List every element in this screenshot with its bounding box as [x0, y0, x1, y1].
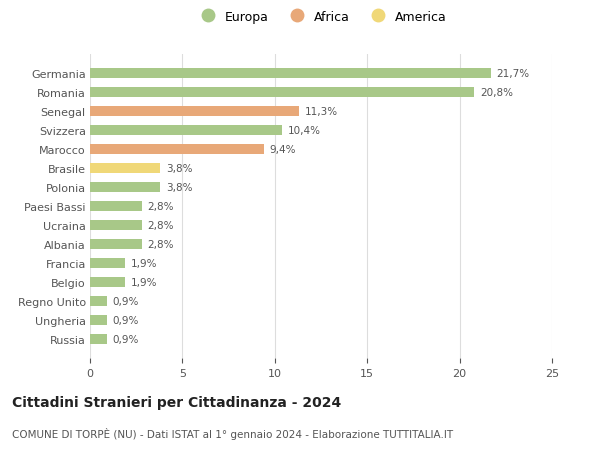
Text: 20,8%: 20,8%: [480, 88, 513, 98]
Text: 2,8%: 2,8%: [147, 240, 174, 249]
Text: 3,8%: 3,8%: [166, 164, 192, 174]
Text: 0,9%: 0,9%: [112, 296, 139, 306]
Bar: [90, 239, 142, 250]
Text: 0,9%: 0,9%: [112, 334, 139, 344]
Text: 9,4%: 9,4%: [269, 145, 296, 155]
Text: 10,4%: 10,4%: [288, 126, 321, 136]
Bar: [90, 106, 299, 117]
Text: 21,7%: 21,7%: [497, 69, 530, 79]
Text: 2,8%: 2,8%: [147, 220, 174, 230]
Bar: [90, 182, 160, 193]
Text: 0,9%: 0,9%: [112, 315, 139, 325]
Text: 11,3%: 11,3%: [304, 107, 337, 117]
Bar: [90, 202, 142, 212]
Bar: [90, 220, 142, 231]
Text: COMUNE DI TORPÈ (NU) - Dati ISTAT al 1° gennaio 2024 - Elaborazione TUTTITALIA.I: COMUNE DI TORPÈ (NU) - Dati ISTAT al 1° …: [12, 427, 453, 439]
Text: 1,9%: 1,9%: [131, 258, 157, 269]
Bar: [90, 145, 264, 155]
Bar: [90, 315, 107, 325]
Bar: [90, 88, 475, 98]
Bar: [90, 258, 125, 269]
Bar: [90, 334, 107, 344]
Text: 2,8%: 2,8%: [147, 202, 174, 212]
Bar: [90, 277, 125, 287]
Bar: [90, 126, 282, 136]
Text: Cittadini Stranieri per Cittadinanza - 2024: Cittadini Stranieri per Cittadinanza - 2…: [12, 395, 341, 409]
Legend: Europa, Africa, America: Europa, Africa, America: [191, 7, 451, 27]
Text: 1,9%: 1,9%: [131, 277, 157, 287]
Bar: [90, 296, 107, 307]
Text: 3,8%: 3,8%: [166, 183, 192, 193]
Bar: [90, 163, 160, 174]
Bar: [90, 69, 491, 79]
